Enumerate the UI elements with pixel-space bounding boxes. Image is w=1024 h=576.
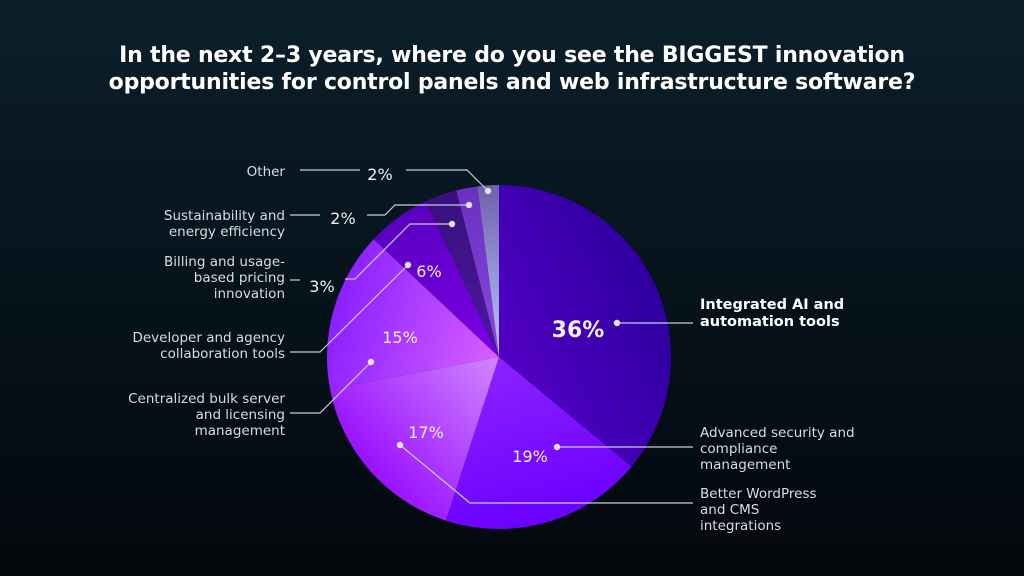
label-advanced-security: Advanced security and compliance managem… <box>700 425 855 473</box>
leader-dot-0 <box>613 319 621 327</box>
label-billing: Billing and usage-based pricing innovati… <box>164 254 285 302</box>
leader-dot-3 <box>367 358 375 366</box>
label-other: Other <box>246 164 285 180</box>
pie-slice-1 <box>445 357 632 529</box>
leader-line-3 <box>290 361 372 414</box>
pie-slice-5 <box>425 190 499 357</box>
label-centralized-bulk: Centralized bulk server and licensing ma… <box>128 391 285 439</box>
label-sustainability: Sustainability and energy efficiency <box>163 208 285 240</box>
leader-line-2 <box>399 444 693 504</box>
value-label-2: 17% <box>408 423 444 442</box>
value-label-6: 2% <box>330 209 355 228</box>
leader-dot-7 <box>484 187 492 195</box>
pie-slice-4 <box>373 201 499 357</box>
leader-dot-4 <box>404 261 412 269</box>
value-label-3: 15% <box>382 328 418 347</box>
pie-slice-6 <box>456 186 499 357</box>
leader-dot-1 <box>553 443 561 451</box>
label-integrated-ai: Integrated AI and automation tools <box>700 297 845 330</box>
label-developer-agency: Developer and agency collaboration tools <box>132 330 285 362</box>
chart-title-line-1: In the next 2–3 years, where do you see … <box>119 43 905 68</box>
pie-slice-7 <box>477 185 499 357</box>
leader-line-7 <box>406 169 489 192</box>
leader-dot-2 <box>396 441 404 449</box>
value-label-1: 19% <box>512 447 548 466</box>
leader-dot-5 <box>448 220 456 228</box>
value-label-4: 6% <box>416 262 441 281</box>
pie-slice-2 <box>330 357 499 521</box>
value-label-0: 36% <box>552 318 605 343</box>
value-label-7: 2% <box>367 165 392 184</box>
chart-title: In the next 2–3 years, where do you see … <box>0 42 1024 96</box>
chart-title-line-2: opportunities for control panels and web… <box>108 70 916 95</box>
leader-line-6 <box>367 204 469 216</box>
leader-dot-6 <box>465 201 473 209</box>
pie-slice-3 <box>327 239 499 390</box>
leader-line-4 <box>290 264 409 353</box>
label-better-wordpress: Better WordPress and CMS integrations <box>700 486 817 534</box>
value-label-5: 3% <box>309 277 334 296</box>
leader-line-5 <box>345 223 452 280</box>
pie-slice-0 <box>499 185 671 467</box>
